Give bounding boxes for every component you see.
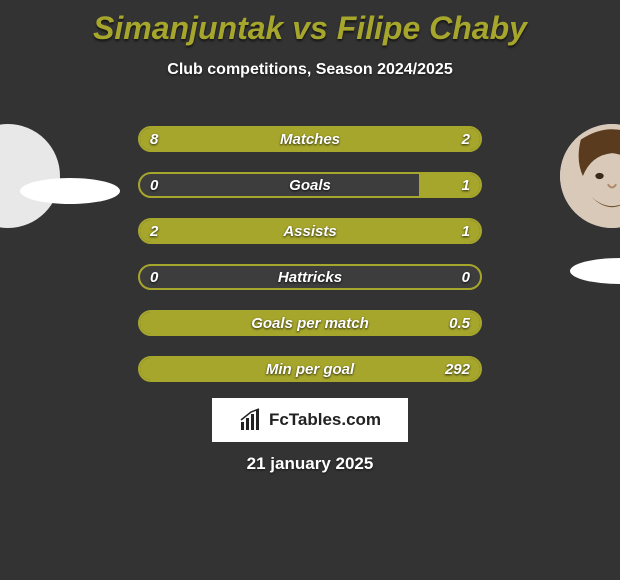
stat-value-right: 0	[462, 266, 470, 288]
subtitle: Club competitions, Season 2024/2025	[0, 61, 620, 79]
stat-row: 2 1 Assists	[138, 218, 482, 244]
stat-value-left: 0	[150, 266, 158, 288]
player-name-pill-right	[570, 258, 620, 284]
branding-text: FcTables.com	[269, 410, 381, 430]
stat-fill-right	[419, 174, 480, 196]
stat-label: Hattricks	[278, 266, 342, 288]
stat-label: Goals	[289, 174, 331, 196]
player-name-pill-left	[20, 178, 120, 204]
stat-value-right: 2	[462, 128, 470, 150]
branding-badge: FcTables.com	[212, 398, 408, 442]
stat-value-right: 1	[462, 174, 470, 196]
stat-value-right: 0.5	[449, 312, 470, 334]
stat-fill-left	[140, 128, 412, 150]
stat-label: Goals per match	[251, 312, 369, 334]
stat-row: 292 Min per goal	[138, 356, 482, 382]
stat-label: Min per goal	[266, 358, 354, 380]
comparison-bars: 8 2 Matches 0 1 Goals 2 1 Assists 0 0 Hattricks 0.5 G…	[138, 126, 482, 402]
avatar-left	[0, 124, 60, 228]
stat-label: Assists	[283, 220, 336, 242]
stat-value-right: 1	[462, 220, 470, 242]
page-title: Simanjuntak vs Filipe Chaby	[0, 0, 620, 47]
stat-value-left: 0	[150, 174, 158, 196]
stat-label: Matches	[280, 128, 340, 150]
avatar-right	[560, 124, 620, 228]
stat-value-left: 2	[150, 220, 158, 242]
stat-row: 0.5 Goals per match	[138, 310, 482, 336]
stat-row: 0 0 Hattricks	[138, 264, 482, 290]
chart-icon	[239, 408, 263, 432]
avatar-right-face-icon	[560, 124, 620, 228]
stat-row: 0 1 Goals	[138, 172, 482, 198]
date-text: 21 january 2025	[0, 454, 620, 474]
stat-value-right: 292	[445, 358, 470, 380]
stat-row: 8 2 Matches	[138, 126, 482, 152]
stat-value-left: 8	[150, 128, 158, 150]
